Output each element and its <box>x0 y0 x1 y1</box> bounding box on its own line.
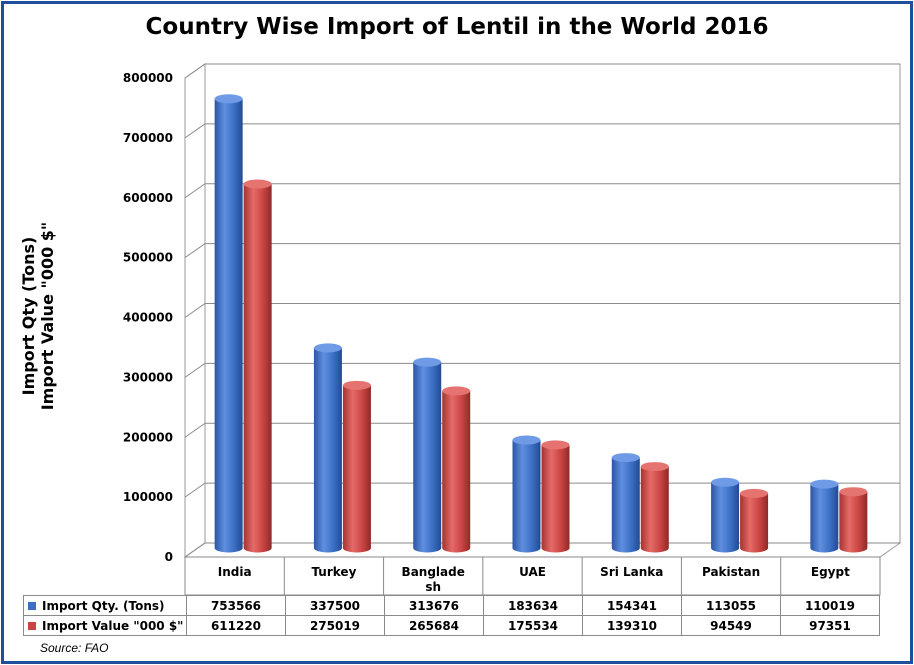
table-cell: 337500 <box>285 595 385 616</box>
legend-key-qty <box>28 602 36 610</box>
x-tick-label: UAE <box>519 565 546 579</box>
legend-key-value <box>28 622 36 630</box>
gridline-depth <box>184 542 206 558</box>
x-tick-label: Banglade <box>402 565 465 579</box>
table-cell: 94549 <box>681 615 781 636</box>
y-tick-label: 0 <box>165 550 173 564</box>
bar-qty-top <box>214 94 243 104</box>
x-tick-label: Pakistan <box>702 565 760 579</box>
bar-qty <box>313 347 342 553</box>
bar-qty <box>413 362 442 553</box>
y-tick-label: 800000 <box>123 71 173 85</box>
source-note: Source: FAO <box>40 641 109 655</box>
chart-title: Country Wise Import of Lentil in the Wor… <box>145 14 769 40</box>
x-tick-label: Egypt <box>811 565 850 579</box>
bar-qty <box>810 484 839 553</box>
gridline-depth <box>184 183 206 199</box>
table-cell: 611220 <box>186 615 286 636</box>
bar-qty-top <box>810 479 839 489</box>
table-cell: 265684 <box>384 615 484 636</box>
x-tick-label: Sri Lanka <box>600 565 663 579</box>
bar-value <box>839 491 868 553</box>
bar-value-top <box>640 462 669 472</box>
gridline-depth <box>184 422 206 438</box>
x-tick-label: India <box>218 565 252 579</box>
bar-value <box>640 466 669 553</box>
bar-qty <box>512 440 541 553</box>
y-tick-label: 600000 <box>123 191 173 205</box>
data-table: Import Qty. (Tons) 753566 337500 313676 … <box>23 595 880 636</box>
gridline-depth <box>184 482 206 498</box>
gridline-depth <box>184 303 206 318</box>
y-tick-label: 400000 <box>123 311 173 325</box>
table-row-value: Import Value "000 $" 611220 275019 26568… <box>23 615 880 636</box>
table-cell: 110019 <box>780 595 880 616</box>
x-tick-label: sh <box>425 580 441 594</box>
table-cell: 753566 <box>186 595 286 616</box>
table-cell: 139310 <box>582 615 682 636</box>
gridline-depth <box>184 362 206 378</box>
bar-qty-top <box>512 435 541 445</box>
gridline-depth <box>184 63 206 79</box>
table-cell: 97351 <box>780 615 880 636</box>
y-tick-label: 100000 <box>123 490 173 504</box>
table-cell: 175534 <box>483 615 583 636</box>
x-tick-label: Turkey <box>311 565 356 579</box>
bar-qty <box>611 457 640 553</box>
bar-value-top <box>342 380 371 390</box>
bar-value <box>740 493 769 553</box>
table-cell: 113055 <box>681 595 781 616</box>
y-tick-label: 500000 <box>123 251 173 265</box>
y-tick-label: 200000 <box>123 430 173 444</box>
y-tick-label: 700000 <box>123 131 173 145</box>
gridline-depth <box>184 123 206 139</box>
table-row-qty: Import Qty. (Tons) 753566 337500 313676 … <box>23 595 880 616</box>
legend-label-value: Import Value "000 $" <box>42 618 184 633</box>
bar-value-top <box>740 488 769 498</box>
bar-qty-top <box>611 453 640 463</box>
bar-qty <box>214 98 243 553</box>
legend-label-qty: Import Qty. (Tons) <box>42 598 165 613</box>
table-cell: 154341 <box>582 595 682 616</box>
bar-value-top <box>839 487 868 497</box>
table-cell: 275019 <box>285 615 385 636</box>
bar-value <box>442 390 471 553</box>
table-row-header-qty: Import Qty. (Tons) <box>23 595 187 616</box>
bar-value-top <box>243 179 272 189</box>
table-row-header-value: Import Value "000 $" <box>23 615 187 636</box>
bar-qty <box>711 482 740 553</box>
gridline-depth <box>184 243 206 259</box>
table-cell: 183634 <box>483 595 583 616</box>
bar-value <box>243 184 272 553</box>
bar-qty-top <box>413 357 442 367</box>
bar-value <box>541 444 570 553</box>
bar-value-top <box>442 386 471 396</box>
bar-value <box>342 385 371 553</box>
bar-qty-top <box>711 477 740 487</box>
bar-qty-top <box>313 343 342 353</box>
y-tick-label: 300000 <box>123 370 173 384</box>
table-cell: 313676 <box>384 595 484 616</box>
bar-value-top <box>541 440 570 450</box>
